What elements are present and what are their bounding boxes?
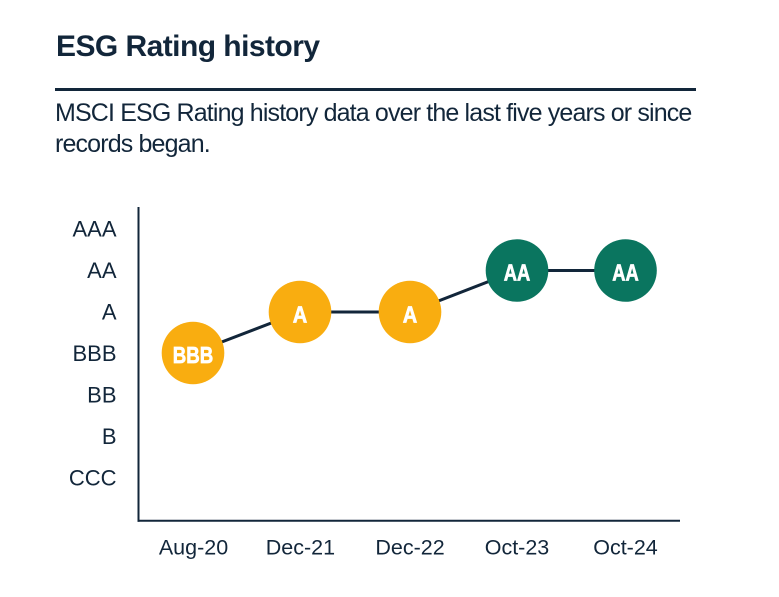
svg-text:BBB: BBB [173,342,213,368]
svg-text:AAA: AAA [72,217,116,242]
svg-text:BB: BB [87,383,116,408]
svg-text:Oct-23: Oct-23 [485,535,550,559]
svg-text:AA: AA [87,258,117,283]
svg-text:Aug-20: Aug-20 [159,535,228,559]
svg-text:B: B [102,424,117,449]
svg-text:Dec-22: Dec-22 [375,535,444,559]
svg-text:AA: AA [612,260,639,286]
svg-text:AA: AA [504,260,531,286]
svg-text:A: A [403,301,418,327]
svg-text:Dec-21: Dec-21 [266,535,335,559]
svg-text:CCC: CCC [69,466,117,491]
svg-text:A: A [293,301,308,327]
svg-text:Oct-24: Oct-24 [593,535,658,559]
svg-text:A: A [102,300,117,325]
svg-text:BBB: BBB [72,341,116,366]
